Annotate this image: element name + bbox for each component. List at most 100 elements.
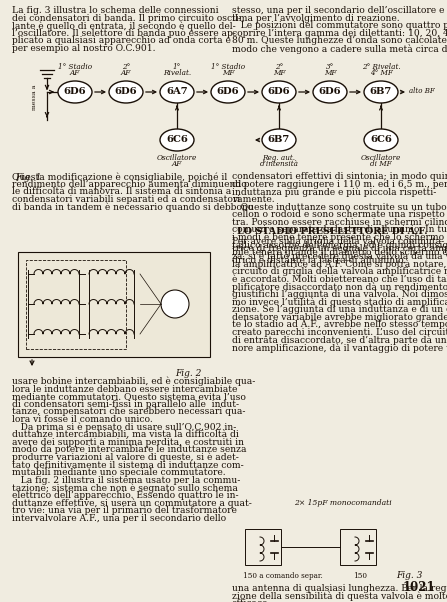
Text: MF: MF [273, 69, 285, 77]
Text: modo da potere intercambiare le induttanze senza: modo da potere intercambiare le induttan… [12, 445, 246, 455]
Text: densatore variabile avrebbe migliorato grandemen-: densatore variabile avrebbe migliorato g… [232, 312, 447, 321]
Text: mediante commutatori. Questo sistema evita l’uso: mediante commutatori. Questo sistema evi… [12, 392, 246, 401]
Text: 6D6: 6D6 [319, 87, 342, 96]
Text: La fig. 3 illustra lo schema delle connessioni: La fig. 3 illustra lo schema delle conne… [12, 6, 219, 15]
Text: 6C6: 6C6 [166, 135, 188, 144]
Text: mutabili mediante uno speciale commutatore.: mutabili mediante uno speciale commutato… [12, 468, 226, 477]
Text: 80 m. Queste lunghezze d’onda sono calcolate in: 80 m. Queste lunghezze d’onda sono calco… [232, 36, 447, 45]
Text: 2°: 2° [122, 63, 130, 71]
Text: tro vie: una via per il primario del trasformatore: tro vie: una via per il primario del tra… [12, 506, 237, 515]
Text: di entrata disaccordato, se d’altra parte dà una mi-: di entrata disaccordato, se d’altra part… [232, 335, 447, 346]
Text: La fig. 2 illustra il sistema usato per la commu-: La fig. 2 illustra il sistema usato per … [12, 476, 240, 485]
Text: Per avere sulla griglia della valvola commuta-: Per avere sulla griglia della valvola co… [232, 237, 444, 246]
Text: MF: MF [324, 69, 336, 77]
Text: 6D6: 6D6 [217, 87, 239, 96]
Bar [26, 260, 126, 349]
Text: lora vi fosse il comando unico.: lora vi fosse il comando unico. [12, 415, 153, 424]
Text: duttanze intercambiabili, ma vista la difficoltà di: duttanze intercambiabili, ma vista la di… [12, 430, 239, 439]
Text: avere dei supporti a minima perdita, e costruiti in: avere dei supporti a minima perdita, e c… [12, 438, 244, 447]
Ellipse shape [160, 129, 194, 151]
Text: una antenna di qualsiasi lunghezza. Per la regola-: una antenna di qualsiasi lunghezza. Per … [232, 584, 447, 593]
Text: trice di frequenza un segnale di una certa ampie-: trice di frequenza un segnale di una cer… [232, 244, 447, 253]
Text: tallico assorbe dell’energia, ed è quindi consiglia-: tallico assorbe dell’energia, ed è quind… [232, 240, 447, 250]
Text: tra. Possono essere racchiuse in schermi cilindrici: tra. Possono essere racchiuse in schermi… [232, 217, 447, 226]
Text: duttanze effettive, si userà un commutatore a quat-: duttanze effettive, si userà un commutat… [12, 498, 252, 509]
Text: di banda in tandem è necessario quando si debbono: di banda in tandem è necessario quando s… [12, 202, 253, 212]
Text: bile tenere grande il diametro dello schermo cilin-: bile tenere grande il diametro dello sch… [232, 248, 447, 257]
Text: Reg. aut.: Reg. aut. [262, 154, 295, 162]
Text: AF: AF [70, 69, 80, 77]
Text: 2× 15pF monocomandati: 2× 15pF monocomandati [294, 499, 392, 507]
Text: 6D6: 6D6 [268, 87, 290, 96]
Text: alto BF: alto BF [409, 87, 435, 95]
Text: tazione; sistema che non è segnato sullo schema: tazione; sistema che non è segnato sullo… [12, 483, 238, 493]
Text: 2°: 2° [275, 63, 283, 71]
Text: za, si è fatto precedere questa valvola da una valvo-: za, si è fatto precedere questa valvola … [232, 252, 447, 261]
Text: modo che vengono a cadere sulla metà circa dei: modo che vengono a cadere sulla metà cir… [232, 44, 447, 54]
Text: messa a: messa a [33, 84, 38, 110]
Text: giustifichi l’aggiunta di una valvola. Noi dimostrere-: giustifichi l’aggiunta di una valvola. N… [232, 290, 447, 299]
Text: Da prima si è pensato di usare sull’O.C.902 in-: Da prima si è pensato di usare sull’O.C.… [12, 423, 236, 432]
Ellipse shape [262, 129, 296, 151]
Text: l’oscillatore. Il selettore di banda può essere ap-: l’oscillatore. Il selettore di banda può… [12, 29, 236, 39]
Text: 2° Rivelat.: 2° Rivelat. [362, 63, 401, 71]
Text: 150 a comando separ.: 150 a comando separ. [243, 572, 323, 580]
Text: 1° Stadio: 1° Stadio [211, 63, 245, 71]
Text: plicato a qualsiasi apparecchio ad onda corta e: plicato a qualsiasi apparecchio ad onda … [12, 36, 231, 45]
Text: cellon o rodoid e sono schermate una rispetto l’al-: cellon o rodoid e sono schermate una ris… [232, 210, 447, 219]
Text: 3°: 3° [326, 63, 334, 71]
Text: zione della sensibilità di questa valvola è molto: zione della sensibilità di questa valvol… [232, 592, 447, 601]
Text: drico e distante la lastra di alluminio.: drico e distante la lastra di alluminio. [232, 256, 406, 265]
Text: Queste induttanze sono costruite su un tubo di: Queste induttanze sono costruite su un t… [232, 202, 447, 211]
Bar [340, 529, 376, 565]
Text: LO STADIO PRESELETTORE DI A.F.: LO STADIO PRESELETTORE DI A.F. [237, 227, 427, 236]
Ellipse shape [109, 81, 143, 103]
Bar [18, 252, 210, 357]
Text: la amplificatrice ad A.F. Come si potrà notare, il: la amplificatrice ad A.F. Come si potrà … [232, 259, 447, 269]
Text: usare bobine intercambiabili, ed è consigliabile qua-: usare bobine intercambiabili, ed è consi… [12, 377, 255, 386]
Ellipse shape [364, 129, 398, 151]
Text: 6B7: 6B7 [370, 87, 392, 96]
Text: 6D6: 6D6 [115, 87, 137, 96]
Text: circuito di griglia della valvola amplificatrice non: circuito di griglia della valvola amplif… [232, 267, 447, 276]
Text: 1° Stadio: 1° Stadio [58, 63, 92, 71]
Ellipse shape [313, 81, 347, 103]
Text: creato parecchi inconvenienti. L’uso del circuito: creato parecchi inconvenienti. L’uso del… [232, 328, 447, 337]
Text: Oscillatore: Oscillatore [361, 154, 401, 162]
Text: intervalvolare A.F., una per il secondario dello: intervalvolare A.F., una per il secondar… [12, 514, 226, 523]
Text: di MF: di MF [370, 161, 392, 169]
Text: condensatori effettivi di sintonia; in modo quindi: condensatori effettivi di sintonia; in m… [232, 172, 447, 181]
Bar [245, 529, 281, 565]
Text: d’intensità: d’intensità [260, 161, 299, 169]
Text: nore amplificazione, dà il vantaggio di potere usare: nore amplificazione, dà il vantaggio di … [232, 343, 447, 353]
Text: produrre variazioni al valore di queste, si è adet-: produrre variazioni al valore di queste,… [12, 453, 239, 462]
Text: 6C6: 6C6 [370, 135, 392, 144]
Ellipse shape [58, 81, 92, 103]
Text: coprire l’intera gamma dei dilettanti: 10, 20, 40,: coprire l’intera gamma dei dilettanti: 1… [232, 29, 447, 38]
Text: zione. Se l’aggiunta di una induttanza e di un con-: zione. Se l’aggiunta di una induttanza e… [232, 305, 447, 314]
Text: tanze, compensatori che sarebbero necessari qua-: tanze, compensatori che sarebbero necess… [12, 408, 245, 417]
Text: condensatori variabili separati ed a condensatori: condensatori variabili separati ed a con… [12, 195, 240, 204]
Ellipse shape [262, 81, 296, 103]
Text: stesso, una per il secondario dell’oscillatore e l’ul-: stesso, una per il secondario dell’oscil… [232, 6, 447, 15]
Ellipse shape [211, 81, 245, 103]
Text: mo invece l’utilità di questo stadio di amplifica-: mo invece l’utilità di questo stadio di … [232, 297, 447, 307]
Text: tima per l’avvolgimento di reazione.: tima per l’avvolgimento di reazione. [232, 14, 400, 23]
Text: rendimento dell’apparecchio aumenta diminuendo: rendimento dell’apparecchio aumenta dimi… [12, 179, 247, 188]
Text: i modi è bene tenere presente che lo schermo me-: i modi è bene tenere presente che lo sch… [232, 233, 447, 242]
Text: per esempio al nostro O.C.901.: per esempio al nostro O.C.901. [12, 44, 156, 53]
Text: di condensatori semi-fissi in parallelo alle  indut-: di condensatori semi-fissi in parallelo … [12, 400, 239, 409]
Text: lora le induttanze debbano essere intercambiate: lora le induttanze debbano essere interc… [12, 385, 237, 394]
Text: te lo stadio ad A.F., avrebbe nello stesso tempo: te lo stadio ad A.F., avrebbe nello stes… [232, 320, 447, 329]
Text: le difficoltà di manovra. Il sistema di sintonia a: le difficoltà di manovra. Il sistema di … [12, 187, 231, 196]
Text: dei condensatori di banda. Il primo circuito oscil-: dei condensatori di banda. Il primo circ… [12, 14, 241, 23]
Text: 6B7: 6B7 [268, 135, 290, 144]
Text: 6D6: 6D6 [63, 87, 86, 96]
Text: elettrico dell’apparecchio. Essendo quattro le in-: elettrico dell’apparecchio. Essendo quat… [12, 491, 239, 500]
Text: 1021: 1021 [402, 581, 435, 594]
Text: Fig. 2: Fig. 2 [176, 369, 202, 378]
Text: 6A7: 6A7 [166, 87, 188, 96]
Text: efficace.: efficace. [232, 599, 271, 602]
Text: 150: 150 [353, 572, 367, 580]
Text: induttanza più grande e più piccola rispetti-: induttanza più grande e più piccola risp… [232, 187, 436, 197]
